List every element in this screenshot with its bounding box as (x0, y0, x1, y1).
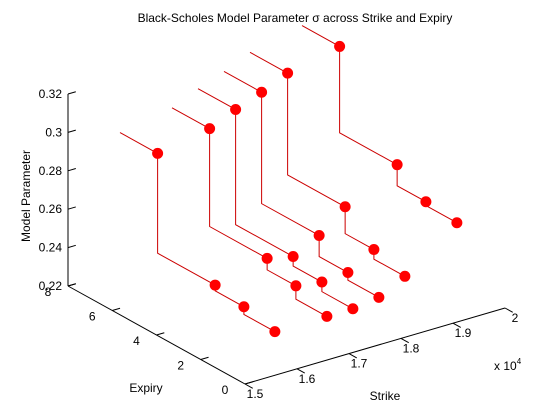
z-tick (68, 207, 76, 209)
y-tick-label: 6 (89, 310, 96, 324)
y-tick-label: 4 (133, 334, 140, 348)
data-point (374, 292, 384, 302)
y-tick (201, 357, 209, 359)
x-tick-label: 1.7 (351, 357, 368, 371)
z-tick-label: 0.32 (39, 87, 63, 101)
data-point (369, 245, 379, 255)
data-point (343, 268, 353, 278)
data-point (392, 160, 402, 170)
x-tick-label: 2 (512, 311, 519, 325)
y-tick (112, 308, 120, 310)
stem-line (172, 108, 327, 317)
data-point (257, 87, 267, 97)
data-point (288, 252, 298, 262)
data-point (421, 197, 431, 207)
z-tick-label: 0.24 (39, 241, 63, 255)
x-axis-multiplier: x 104 (494, 357, 522, 373)
stem-line (302, 26, 457, 223)
data-point (291, 281, 301, 291)
x-axis-multiplier-exponent: 4 (517, 357, 522, 366)
z-tick (68, 130, 76, 132)
data-point (400, 271, 410, 281)
axes: 1.51.61.71.81.92024680.220.240.260.280.3… (39, 87, 519, 401)
data-point (153, 148, 163, 158)
z-axis-label: Model Parameter (19, 150, 33, 242)
z-tick-label: 0.3 (45, 125, 62, 139)
stem-line (250, 52, 405, 276)
data-point (231, 104, 241, 114)
data-point (314, 230, 324, 240)
x-tick-label: 1.9 (455, 326, 472, 340)
z-tick-label: 0.26 (39, 202, 63, 216)
y-tick (245, 382, 253, 384)
y-tick (157, 333, 165, 335)
data-point (210, 280, 220, 290)
data-point (262, 253, 272, 263)
x-tick-label: 1.6 (299, 372, 316, 386)
data-point (340, 202, 350, 212)
stem-line (224, 71, 379, 297)
z-tick-label: 0.28 (39, 164, 63, 178)
z-tick (68, 245, 76, 247)
data-point (348, 304, 358, 314)
y-tick-label: 2 (177, 359, 184, 373)
y-tick-label: 0 (222, 383, 229, 397)
data-point (335, 41, 345, 51)
data-point (283, 68, 293, 78)
y-axis-label: Expiry (129, 381, 162, 395)
data-point (317, 277, 327, 287)
x-axis-line (245, 308, 505, 384)
z-tick (68, 169, 76, 171)
z-tick (68, 92, 76, 94)
data-point (205, 124, 215, 134)
data-point (239, 302, 249, 312)
data-point (270, 327, 280, 337)
x-tick-label: 1.5 (247, 387, 264, 401)
x-axis-label: Strike (370, 389, 401, 403)
z-tick-label: 0.22 (39, 279, 63, 293)
x-axis-multiplier-base: x 10 (494, 359, 517, 373)
x-tick-label: 1.8 (403, 341, 420, 355)
chart-title: Black-Scholes Model Parameter σ across S… (138, 11, 453, 25)
stem-line (120, 133, 275, 332)
markers (153, 41, 462, 336)
data-point (452, 218, 462, 228)
z-tick (68, 284, 76, 286)
data-point (322, 311, 332, 321)
